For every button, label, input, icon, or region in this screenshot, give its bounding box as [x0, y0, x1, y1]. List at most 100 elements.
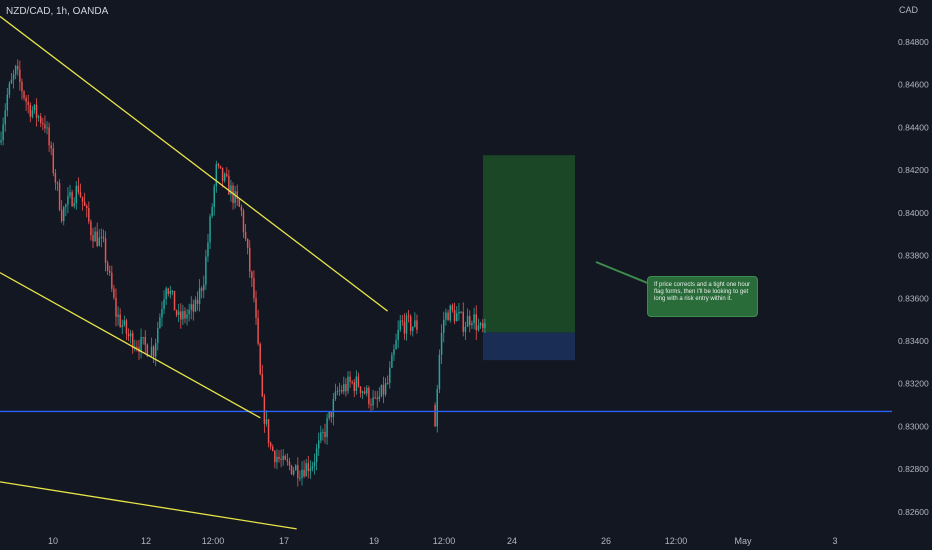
candle-body: [25, 97, 27, 102]
candle-body: [223, 173, 226, 181]
candle-body: [200, 288, 203, 291]
price-tick-label: 0.83800: [898, 251, 929, 261]
price-tick-label: 0.82800: [898, 464, 929, 474]
candle-body: [211, 206, 213, 217]
candle-body: [196, 299, 199, 304]
note-pointer: [595, 261, 651, 285]
candle-body: [451, 305, 454, 311]
candle-body: [163, 299, 165, 310]
candle-body: [393, 349, 395, 356]
symbol-title[interactable]: NZD/CAD, 1h, OANDA: [6, 6, 109, 17]
candle-body: [286, 459, 289, 462]
price-tick-label: 0.82600: [898, 507, 929, 517]
candle-body: [119, 314, 121, 327]
candle-body: [471, 323, 473, 326]
time-tick-label: 12:00: [665, 536, 688, 546]
candle-body: [96, 231, 98, 246]
candle-body: [366, 387, 368, 394]
candle-body: [347, 376, 349, 392]
candle-body: [188, 309, 190, 315]
candle-body: [386, 382, 389, 384]
candle-body: [416, 320, 418, 330]
candle-body: [150, 346, 153, 356]
candle-body: [460, 311, 462, 313]
candle-body: [86, 205, 88, 209]
candle-body: [334, 391, 337, 400]
candle-body: [180, 311, 182, 320]
candle-body: [242, 210, 245, 232]
candle-body: [171, 290, 174, 292]
candle-body: [63, 207, 65, 221]
candle-body: [4, 110, 6, 125]
candle-body: [458, 311, 460, 314]
candle-body: [92, 235, 94, 242]
candle-body: [269, 442, 272, 447]
candle-body: [440, 332, 443, 355]
candle-body: [249, 247, 251, 272]
candle-body: [284, 455, 287, 460]
candle-body: [228, 175, 230, 195]
candle-body: [33, 104, 36, 111]
candle-body: [401, 320, 404, 322]
candle-body: [399, 320, 401, 330]
candle-body: [257, 317, 259, 344]
candle-body: [357, 376, 360, 387]
candle-body: [313, 462, 316, 467]
candle-body: [215, 163, 218, 187]
candle-body: [182, 311, 184, 320]
candle-body: [445, 312, 447, 320]
candle-body: [159, 317, 161, 329]
candle-body: [409, 316, 412, 332]
candle-body: [209, 216, 211, 243]
candle-body: [288, 461, 291, 466]
candle-body: [238, 198, 241, 207]
candle-body: [115, 297, 117, 317]
price-tick-label: 0.84400: [898, 122, 929, 132]
candle-body: [125, 320, 128, 334]
candle-body: [177, 311, 180, 315]
candle-body: [301, 469, 303, 478]
candle-body: [464, 326, 467, 332]
candle-body: [403, 321, 406, 334]
candle-body: [276, 456, 278, 463]
candle-body: [326, 418, 328, 438]
candle-body: [468, 316, 471, 326]
candle-body: [442, 319, 445, 333]
candle-body: [255, 298, 257, 318]
candle-body: [0, 140, 2, 143]
candle-body: [447, 312, 449, 321]
candle-body: [37, 116, 40, 118]
candle-body: [484, 323, 486, 328]
candle-body: [213, 186, 215, 207]
candle-body: [240, 206, 243, 211]
candle-body: [328, 411, 330, 419]
time-tick-label: May: [734, 536, 752, 546]
candle-body: [299, 477, 301, 479]
candle-body: [192, 304, 195, 312]
candle-body: [71, 192, 73, 207]
candle-body: [65, 204, 67, 208]
annotation-callout[interactable]: If price corrects and a tight one hour f…: [647, 276, 758, 317]
time-axis[interactable]: 10 12 12:00 17 19 12:00 24 26 12:00 May 3: [48, 536, 838, 546]
drawings[interactable]: [0, 15, 892, 530]
price-axis[interactable]: 0.84800 0.84600 0.84400 0.84200 0.84000 0.838…: [898, 37, 929, 517]
candle-body: [136, 346, 138, 348]
candle-body: [19, 69, 21, 82]
candle-body: [79, 192, 82, 197]
candle-body: [332, 399, 335, 418]
candle-body: [251, 271, 253, 279]
candle-body: [157, 328, 159, 344]
candle-body: [389, 367, 391, 384]
price-tick-label: 0.83400: [898, 336, 929, 346]
candle-body: [330, 411, 332, 418]
candle-body: [31, 110, 34, 117]
candle-body: [372, 397, 374, 406]
candle-body: [165, 288, 167, 300]
candle-body: [297, 465, 299, 479]
time-tick-label: 12:00: [433, 536, 456, 546]
candle-body: [397, 329, 399, 341]
long-position-tool[interactable]: [483, 155, 575, 361]
candle-body: [274, 450, 276, 463]
candle-body: [173, 290, 176, 311]
